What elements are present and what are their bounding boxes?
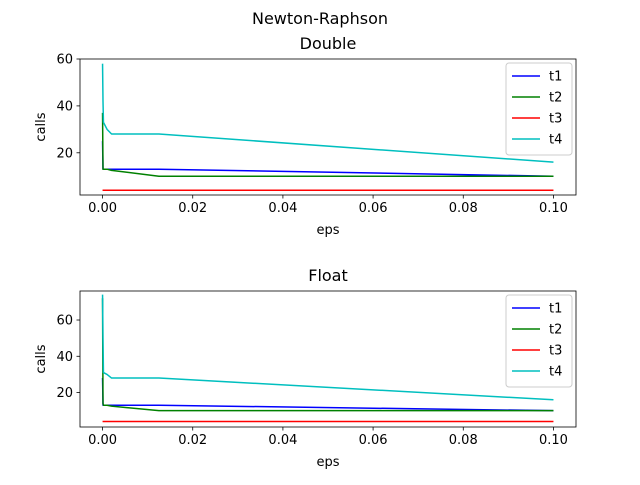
subplot-double: Double 0.00 0.02 0.04 0.06 0.08 0.10 20 40 60 eps c… (34, 34, 577, 238)
x-tick-label: 0.00 (88, 201, 117, 216)
x-axis-label: eps (316, 223, 339, 238)
figure-suptitle: Newton-Raphson (252, 9, 388, 28)
y-tick-label: 60 (56, 53, 73, 68)
x-tick-label: 0.08 (449, 201, 478, 216)
x-axis-label: eps (316, 455, 339, 470)
x-tick-label: 0.10 (539, 433, 568, 448)
y-tick-label: 40 (56, 99, 73, 114)
series-line-t4 (101, 63, 554, 163)
y-tick-label: 20 (56, 146, 73, 161)
legend-box (505, 62, 573, 156)
y-tick-label: 40 (56, 350, 73, 365)
x-tick-label: 0.08 (449, 433, 478, 448)
x-tick-label: 0.06 (359, 433, 388, 448)
legend-box (505, 294, 573, 388)
x-tick-label: 0.04 (268, 433, 297, 448)
x-tick-label: 0.02 (178, 201, 207, 216)
legend-label-t4: t4 (549, 133, 562, 148)
legend-label-t1: t1 (549, 302, 562, 317)
axes-frame (79, 58, 577, 196)
x-tick-label: 0.00 (88, 433, 117, 448)
x-tick-label: 0.10 (539, 201, 568, 216)
legend: t1 t2 t3 t4 (505, 62, 573, 156)
y-axis-label: calls (34, 344, 49, 373)
legend-label-t3: t3 (549, 112, 562, 127)
series-line-t2 (101, 298, 554, 412)
legend: t1 t2 t3 t4 (505, 294, 573, 388)
series-line-t2 (101, 112, 554, 177)
legend-label-t4: t4 (549, 365, 562, 380)
axes-title: Float (308, 266, 348, 285)
legend-label-t2: t2 (549, 323, 562, 338)
x-tick-label: 0.06 (359, 201, 388, 216)
axes-frame (79, 290, 577, 428)
axes-title: Double (300, 34, 357, 53)
x-tick-label: 0.02 (178, 433, 207, 448)
subplot-float: Float 0.00 0.02 0.04 0.06 0.08 0.10 20 40 60 eps ca… (34, 266, 577, 470)
legend-label-t3: t3 (549, 344, 562, 359)
series-line-t4 (101, 294, 554, 401)
y-tick-label: 60 (56, 314, 73, 329)
legend-label-t1: t1 (549, 70, 562, 85)
x-tick-label: 0.04 (268, 201, 297, 216)
y-axis-label: calls (34, 112, 49, 141)
y-tick-label: 20 (56, 386, 73, 401)
legend-label-t2: t2 (549, 91, 562, 106)
